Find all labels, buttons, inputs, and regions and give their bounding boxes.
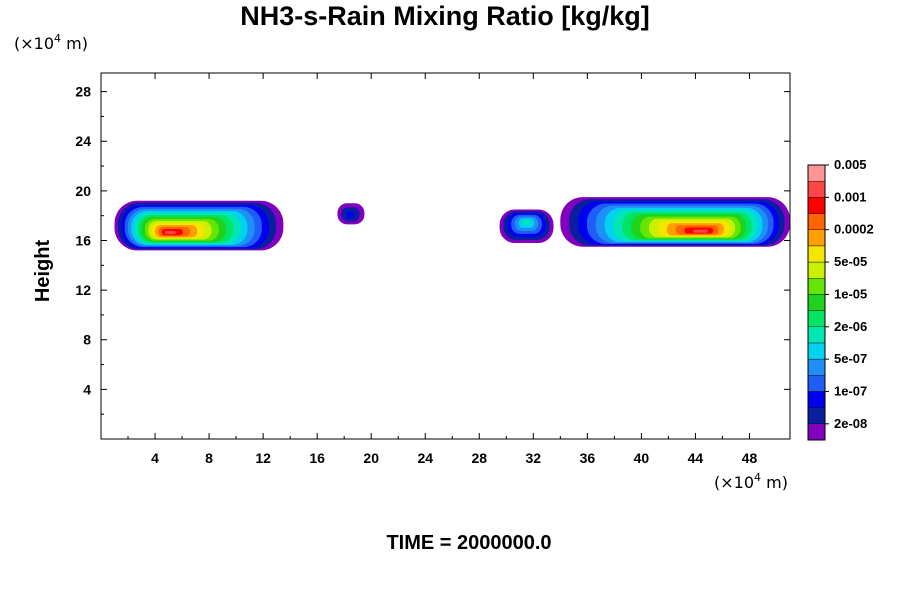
x-tick-label: 4 — [151, 450, 159, 466]
y-tick-label: 24 — [75, 133, 91, 149]
colorbar-swatch — [807, 423, 826, 441]
plot-background — [101, 73, 790, 439]
x-tick-label: 32 — [526, 450, 542, 466]
colorbar-swatch — [807, 375, 826, 392]
colorbar-label: 5e-07 — [834, 351, 867, 366]
colorbar-swatch — [807, 358, 826, 376]
colorbar-frame — [807, 164, 826, 441]
colorbar-label: 1e-05 — [834, 286, 867, 301]
colorbar-swatch — [807, 213, 826, 230]
y-tick-label: 20 — [75, 183, 91, 199]
x-tick-label: 24 — [417, 450, 433, 466]
x-tick-label: 28 — [471, 450, 487, 466]
x-tick-label: 12 — [255, 450, 271, 466]
y-tick-label: 4 — [83, 381, 91, 397]
colorbar-swatch — [807, 294, 826, 311]
y-tick-label: 12 — [75, 282, 91, 298]
colorbar-swatch — [807, 342, 826, 360]
colorbar-swatch — [807, 261, 826, 279]
contour-region-cloud-a — [114, 200, 284, 251]
x-tick-label: 16 — [309, 450, 325, 466]
colorbar-swatch — [807, 407, 826, 425]
time-label: TIME = 2000000.0 — [386, 532, 551, 554]
colorbar-swatch — [807, 245, 826, 263]
colorbar-label: 1e-07 — [834, 383, 867, 398]
y-tick-label: 16 — [75, 232, 91, 248]
x-tick-label: 40 — [634, 450, 650, 466]
cloud-layer — [114, 197, 790, 251]
x-tick-label: 8 — [205, 450, 213, 466]
colorbar-swatch — [807, 197, 826, 214]
contour-region-cloud-b — [337, 203, 365, 225]
colorbar-swatch — [807, 180, 826, 198]
plot-frame — [100, 72, 791, 440]
colorbar-label: 0.001 — [834, 189, 867, 204]
contour-region-cloud-c — [499, 209, 554, 243]
y-tick-label: 8 — [83, 332, 91, 348]
colorbar-label: 2e-08 — [834, 416, 867, 431]
y-axis-unit: (×104 m) — [14, 32, 88, 53]
x-tick-label: 44 — [688, 450, 704, 466]
x-tick-label: 48 — [742, 450, 758, 466]
contour-level-15 — [165, 231, 176, 235]
contour-region-cloud-d — [560, 197, 790, 247]
contour-level-6 — [522, 220, 531, 225]
colorbar-swatch — [807, 278, 826, 295]
x-axis-unit: (×104 m) — [714, 471, 788, 492]
colorbar-swatch — [807, 229, 826, 247]
colorbar-label: 2e-06 — [834, 319, 867, 334]
y-axis-label: Height — [32, 240, 54, 303]
colorbar-label: 0.0002 — [834, 222, 874, 237]
colorbar-label: 5e-05 — [834, 254, 867, 269]
contour-level-2 — [345, 211, 355, 219]
colorbar: 2e-08 1e-07 5e-07 2e-06 1e-05 5e-05 0.0002 0.00… — [807, 157, 874, 441]
y-tick-label: 28 — [75, 84, 91, 100]
colorbar-swatch — [807, 164, 826, 182]
colorbar-swatch — [807, 326, 826, 344]
colorbar-label: 0.005 — [834, 157, 867, 172]
contour-level-15 — [693, 229, 708, 233]
chart-title: NH3-s-Rain Mixing Ratio [kg/kg] — [240, 1, 650, 31]
x-tick-label: 20 — [363, 450, 379, 466]
colorbar-swatch — [807, 310, 826, 327]
x-tick-label: 36 — [580, 450, 596, 466]
colorbar-swatch — [807, 391, 826, 408]
